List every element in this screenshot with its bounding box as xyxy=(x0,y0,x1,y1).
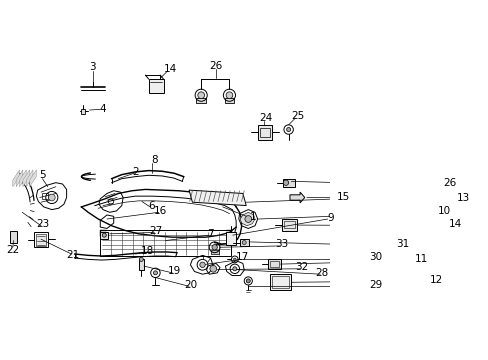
Bar xyxy=(271,276,289,288)
Circle shape xyxy=(233,258,236,261)
Text: 5: 5 xyxy=(39,170,45,180)
Text: 7: 7 xyxy=(207,229,213,239)
Bar xyxy=(34,233,48,247)
Polygon shape xyxy=(189,190,246,206)
Text: 30: 30 xyxy=(369,252,382,262)
Circle shape xyxy=(102,233,106,237)
Bar xyxy=(42,193,48,199)
Polygon shape xyxy=(26,170,33,187)
Text: 3: 3 xyxy=(89,62,96,72)
Text: 31: 31 xyxy=(396,239,409,249)
Bar xyxy=(100,232,108,239)
Text: 8: 8 xyxy=(150,155,157,165)
Text: 13: 13 xyxy=(456,193,469,203)
Bar xyxy=(224,98,234,103)
Circle shape xyxy=(232,267,236,271)
Text: 19: 19 xyxy=(167,266,181,276)
Text: 20: 20 xyxy=(183,280,197,290)
Bar xyxy=(36,234,46,246)
Circle shape xyxy=(209,265,216,272)
Circle shape xyxy=(242,240,246,244)
Text: 15: 15 xyxy=(337,193,350,202)
Circle shape xyxy=(225,92,232,99)
Bar xyxy=(239,239,248,246)
Text: 4: 4 xyxy=(100,104,106,114)
Text: 16: 16 xyxy=(154,206,167,216)
Circle shape xyxy=(244,216,251,222)
Circle shape xyxy=(200,262,205,267)
Text: 28: 28 xyxy=(315,268,328,278)
Text: 14: 14 xyxy=(163,64,177,74)
Polygon shape xyxy=(23,170,30,187)
Text: 12: 12 xyxy=(429,275,442,284)
Circle shape xyxy=(48,194,55,201)
Bar xyxy=(283,179,295,187)
Bar xyxy=(148,79,163,93)
Circle shape xyxy=(211,244,217,250)
Bar xyxy=(284,221,294,229)
Text: 32: 32 xyxy=(295,262,308,273)
Text: 21: 21 xyxy=(66,250,80,260)
Bar xyxy=(257,125,272,140)
Bar xyxy=(210,250,218,254)
Text: 17: 17 xyxy=(236,252,249,262)
Polygon shape xyxy=(30,170,36,187)
Text: 29: 29 xyxy=(369,280,382,290)
Text: 24: 24 xyxy=(259,113,272,123)
Bar xyxy=(269,274,291,290)
Text: 1: 1 xyxy=(249,212,256,222)
Circle shape xyxy=(198,92,204,99)
Text: 9: 9 xyxy=(326,213,333,223)
Polygon shape xyxy=(16,170,23,187)
Text: 33: 33 xyxy=(275,239,288,249)
Text: 23: 23 xyxy=(36,219,49,229)
Text: 14: 14 xyxy=(448,219,461,229)
Text: 25: 25 xyxy=(291,111,304,121)
Text: 26: 26 xyxy=(209,60,222,71)
Text: 18: 18 xyxy=(141,246,154,256)
Polygon shape xyxy=(20,170,26,187)
Polygon shape xyxy=(240,212,254,226)
Text: 26: 26 xyxy=(443,178,456,188)
Circle shape xyxy=(283,180,288,185)
Bar xyxy=(10,231,17,243)
Polygon shape xyxy=(13,170,20,187)
Text: 10: 10 xyxy=(437,206,450,216)
Bar xyxy=(270,261,278,267)
Text: 2: 2 xyxy=(132,167,138,177)
Circle shape xyxy=(153,271,157,275)
Text: 27: 27 xyxy=(148,226,162,236)
Circle shape xyxy=(139,257,143,261)
Bar xyxy=(225,233,236,244)
Circle shape xyxy=(246,279,250,283)
Bar xyxy=(100,230,231,256)
Bar xyxy=(268,260,280,270)
Circle shape xyxy=(286,127,290,131)
Bar xyxy=(196,98,205,103)
Bar xyxy=(138,260,143,270)
Polygon shape xyxy=(289,192,304,203)
Text: 22: 22 xyxy=(6,245,20,255)
Bar xyxy=(260,127,269,137)
Text: 6: 6 xyxy=(148,201,154,211)
Bar xyxy=(281,219,296,231)
Text: 11: 11 xyxy=(414,255,427,264)
Bar xyxy=(81,109,85,114)
